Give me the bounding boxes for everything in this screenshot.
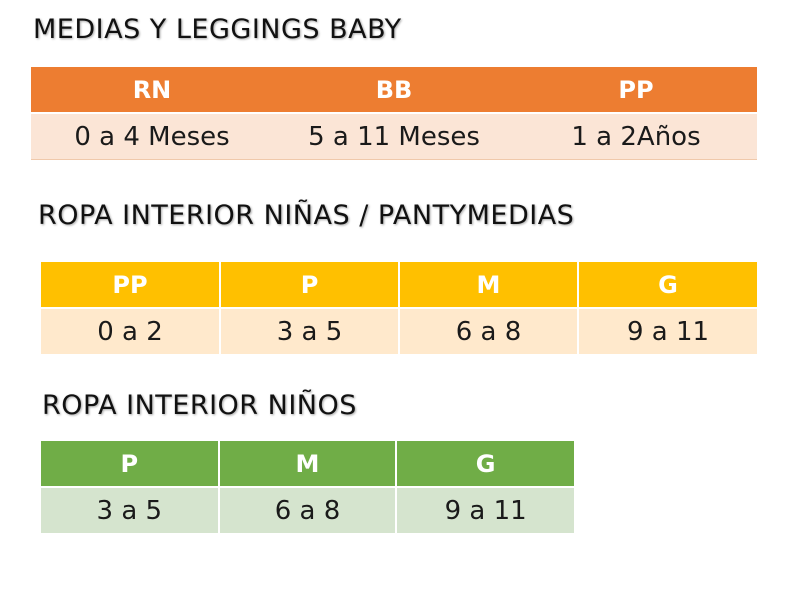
header-cell-m: M	[399, 262, 579, 308]
header-cell-g: G	[396, 441, 574, 487]
header-cell-pp: PP	[515, 67, 757, 113]
value-cell-bb: 5 a 11 Meses	[273, 112, 515, 160]
value-cell-pp: 1 a 2Años	[515, 112, 757, 160]
header-cell-p: P	[41, 441, 220, 487]
table-header-row: PP P M G	[41, 262, 757, 308]
table-ropa-interior-ninos: P M G 3 a 5 6 a 8 9 a 11	[41, 441, 574, 533]
header-cell-p: P	[220, 262, 400, 308]
value-cell-rn: 0 a 4 Meses	[31, 112, 273, 160]
table-header-row: P M G	[41, 441, 574, 487]
value-cell-g: 9 a 11	[396, 486, 574, 533]
section-title-ropa-interior-ninos: ROPA INTERIOR NIÑOS	[42, 390, 357, 421]
header-cell-rn: RN	[31, 67, 273, 113]
table-row: 0 a 4 Meses 5 a 11 Meses 1 a 2Años	[31, 112, 757, 160]
table-header-row: RN BB PP	[31, 67, 757, 113]
header-cell-bb: BB	[273, 67, 515, 113]
table-medias-leggings: RN BB PP 0 a 4 Meses 5 a 11 Meses 1 a 2A…	[31, 67, 757, 160]
header-cell-g: G	[578, 262, 757, 308]
section-title-ropa-interior-ninas: ROPA INTERIOR NIÑAS / PANTYMEDIAS	[38, 200, 575, 231]
section-title-medias-leggings: MEDIAS Y LEGGINGS BABY	[33, 14, 402, 45]
value-cell-pp: 0 a 2	[41, 307, 221, 354]
table-row: 0 a 2 3 a 5 6 a 8 9 a 11	[41, 307, 757, 354]
header-cell-pp: PP	[41, 262, 221, 308]
value-cell-p: 3 a 5	[220, 307, 400, 354]
header-cell-m: M	[218, 441, 398, 487]
value-cell-g: 9 a 11	[578, 307, 757, 354]
value-cell-m: 6 a 8	[218, 486, 398, 533]
value-cell-p: 3 a 5	[41, 486, 220, 533]
value-cell-m: 6 a 8	[399, 307, 579, 354]
table-row: 3 a 5 6 a 8 9 a 11	[41, 486, 574, 533]
table-ropa-interior-ninas: PP P M G 0 a 2 3 a 5 6 a 8 9 a 11	[41, 262, 757, 354]
